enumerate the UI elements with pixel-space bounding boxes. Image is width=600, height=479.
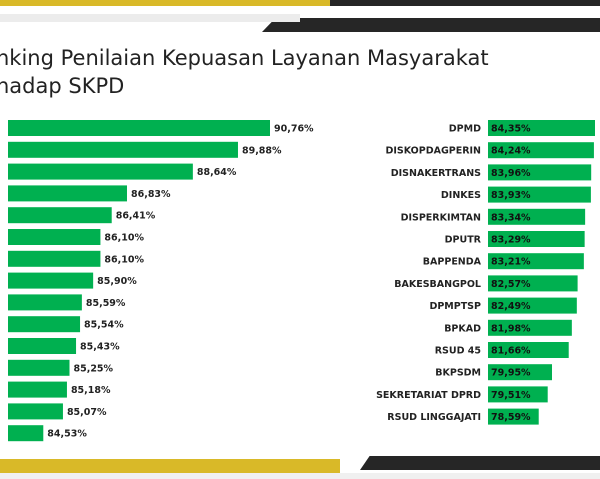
right-bar-13 bbox=[488, 386, 548, 403]
left-bar-11 bbox=[8, 338, 77, 354]
left-bar-15 bbox=[8, 425, 44, 442]
right-bar-value-label: 83,29% bbox=[491, 235, 531, 246]
chart-title: nking Penilaian Kepuasan Layanan Masyara… bbox=[0, 44, 489, 100]
left-bar-value-label: 86,10% bbox=[104, 233, 144, 244]
right-bar-4 bbox=[488, 186, 591, 203]
right-category-label: BKPSDM bbox=[435, 368, 481, 379]
left-bar-chart: 90,76% 89,88% 88,64% 86,83% 86,41% 86,10% 86,1… bbox=[8, 120, 314, 442]
right-category-label: BAPPENDA bbox=[423, 257, 482, 268]
right-bar-value-label: 78,59% bbox=[491, 412, 531, 423]
chart-title-line-2: hadap SKPD bbox=[0, 74, 125, 98]
right-bar-value-label: 82,57% bbox=[491, 279, 531, 290]
right-bar-value-label: 83,34% bbox=[491, 212, 531, 223]
right-category-label: DPMD bbox=[449, 124, 481, 135]
left-bar-8 bbox=[8, 272, 94, 289]
footer-dark-band bbox=[360, 456, 600, 470]
left-bar-14 bbox=[8, 403, 63, 420]
right-category-label: DINKES bbox=[441, 190, 481, 201]
right-category-label: RSUD LINGGAJATI bbox=[387, 412, 481, 423]
right-category-label: DISPERKIMTAN bbox=[401, 212, 481, 223]
right-bar-value-label: 83,93% bbox=[491, 190, 531, 201]
left-bar-1 bbox=[8, 120, 270, 136]
left-bar-9 bbox=[8, 294, 82, 311]
right-bar-7 bbox=[488, 253, 584, 270]
right-category-label: DPMPTSP bbox=[429, 301, 481, 312]
right-bar-value-label: 81,66% bbox=[491, 346, 531, 357]
right-bar-8 bbox=[488, 275, 578, 292]
footer-light-band bbox=[0, 473, 600, 479]
right-bar-value-label: 79,95% bbox=[491, 368, 531, 379]
right-bar-value-label: 84,35% bbox=[491, 124, 531, 135]
header-dark-band-lower bbox=[262, 18, 600, 32]
left-bar-value-label: 85,18% bbox=[71, 385, 111, 396]
right-bar-3 bbox=[488, 164, 592, 181]
right-bar-value-label: 84,24% bbox=[491, 146, 531, 157]
left-bar-10 bbox=[8, 316, 81, 333]
chart-title-line-1: nking Penilaian Kepuasan Layanan Masyara… bbox=[0, 46, 489, 70]
header-gold-band bbox=[0, 0, 330, 6]
left-bar-value-label: 90,76% bbox=[274, 124, 314, 135]
right-bar-10 bbox=[488, 319, 572, 336]
left-bar-value-label: 88,64% bbox=[197, 167, 237, 178]
left-bar-value-label: 85,25% bbox=[73, 363, 113, 374]
right-category-label: BPKAD bbox=[444, 323, 481, 334]
right-bar-14 bbox=[488, 408, 539, 425]
left-bar-value-label: 85,59% bbox=[86, 298, 126, 309]
left-bar-value-label: 85,54% bbox=[84, 320, 124, 331]
left-bar-value-label: 89,88% bbox=[242, 145, 282, 156]
left-bar-value-label: 84,53% bbox=[47, 429, 87, 440]
right-bar-9 bbox=[488, 297, 577, 314]
left-bar-value-label: 85,43% bbox=[80, 342, 120, 353]
header-gold-band-lower bbox=[0, 14, 300, 22]
left-bar-12 bbox=[8, 359, 70, 376]
right-category-label: DPUTR bbox=[445, 235, 482, 246]
left-bar-value-label: 86,83% bbox=[131, 189, 171, 200]
right-bar-2 bbox=[488, 142, 594, 159]
left-bar-7 bbox=[8, 250, 101, 267]
left-bar-value-label: 85,90% bbox=[97, 276, 137, 287]
right-category-label: DISNAKERTRANS bbox=[391, 168, 481, 179]
left-bar-13 bbox=[8, 381, 67, 398]
left-bar-value-label: 86,41% bbox=[116, 211, 156, 222]
left-bar-5 bbox=[8, 207, 112, 224]
right-bar-value-label: 83,21% bbox=[491, 257, 531, 268]
header-dark-band bbox=[330, 0, 600, 6]
left-bar-value-label: 86,10% bbox=[104, 254, 144, 265]
left-bar-2 bbox=[8, 141, 238, 158]
right-bar-1 bbox=[488, 120, 595, 136]
right-bar-value-label: 82,49% bbox=[491, 301, 531, 312]
left-bar-4 bbox=[8, 185, 127, 202]
left-bar-6 bbox=[8, 229, 101, 245]
right-bar-value-label: 83,96% bbox=[491, 168, 531, 179]
right-bar-6 bbox=[488, 231, 585, 247]
right-bar-12 bbox=[488, 364, 553, 381]
footer-gold-band bbox=[0, 459, 340, 473]
right-bar-chart: DPMD 84,35% DISKOPDAGPERIN 84,24% DISNAKERTR… bbox=[376, 120, 595, 425]
right-bar-value-label: 79,51% bbox=[491, 390, 531, 401]
left-bar-value-label: 85,07% bbox=[67, 407, 107, 418]
right-bar-11 bbox=[488, 342, 569, 358]
right-category-label: RSUD 45 bbox=[435, 346, 481, 357]
right-category-label: DISKOPDAGPERIN bbox=[385, 146, 481, 157]
right-bar-5 bbox=[488, 208, 586, 225]
right-category-label: SEKRETARIAT DPRD bbox=[376, 390, 481, 401]
right-category-label: BAKESBANGPOL bbox=[394, 279, 481, 290]
left-bar-3 bbox=[8, 163, 193, 180]
right-bar-value-label: 81,98% bbox=[491, 323, 531, 334]
